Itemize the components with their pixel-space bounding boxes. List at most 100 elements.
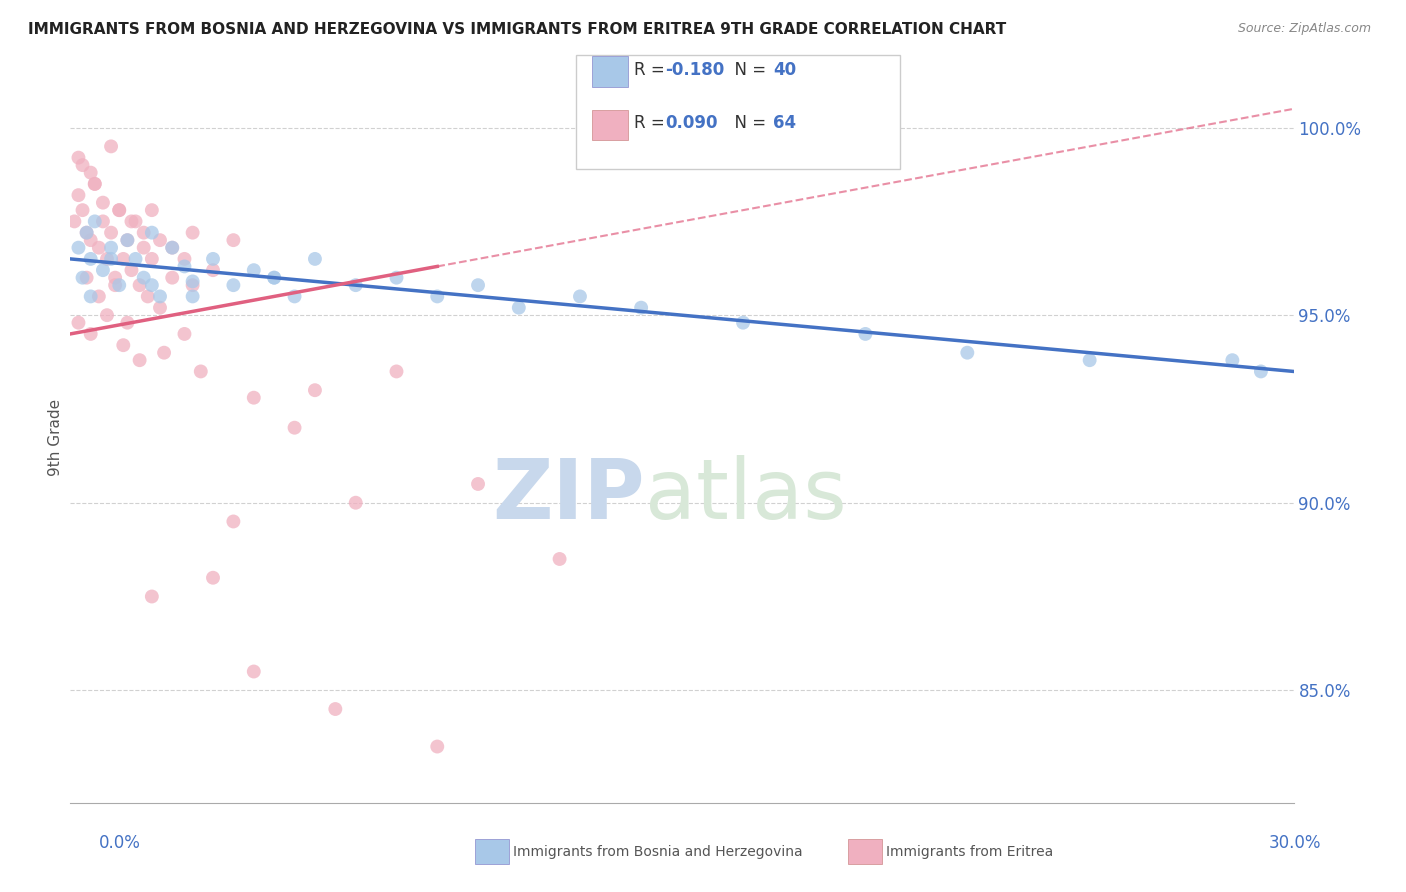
Text: 40: 40 xyxy=(773,61,796,78)
Point xyxy=(426,289,449,303)
Point xyxy=(467,477,489,491)
Point xyxy=(548,552,571,566)
Point xyxy=(96,252,118,266)
Point xyxy=(100,252,122,266)
Point xyxy=(1078,353,1101,368)
Point xyxy=(263,270,285,285)
Text: 30.0%: 30.0% xyxy=(1270,834,1322,852)
Point xyxy=(304,383,326,397)
Point xyxy=(108,203,131,218)
Point xyxy=(87,241,110,255)
Point xyxy=(112,252,135,266)
Point xyxy=(67,188,90,202)
Point xyxy=(76,226,98,240)
Point xyxy=(243,263,266,277)
Point xyxy=(173,260,195,274)
Point xyxy=(83,214,105,228)
Point xyxy=(76,226,98,240)
Text: 0.0%: 0.0% xyxy=(98,834,141,852)
Point xyxy=(304,252,326,266)
Point xyxy=(91,195,114,210)
Point xyxy=(344,496,367,510)
Point xyxy=(79,289,103,303)
Point xyxy=(121,263,143,277)
Point xyxy=(100,226,122,240)
Point xyxy=(141,252,163,266)
Text: IMMIGRANTS FROM BOSNIA AND HERZEGOVINA VS IMMIGRANTS FROM ERITREA 9TH GRADE CORR: IMMIGRANTS FROM BOSNIA AND HERZEGOVINA V… xyxy=(28,22,1007,37)
Point xyxy=(162,270,183,285)
Point xyxy=(323,702,347,716)
Point xyxy=(181,226,204,240)
Point xyxy=(104,270,127,285)
Point xyxy=(141,226,163,240)
Point xyxy=(87,289,110,303)
Point xyxy=(153,345,176,359)
Point xyxy=(344,278,367,293)
Point xyxy=(108,278,131,293)
Text: Source: ZipAtlas.com: Source: ZipAtlas.com xyxy=(1237,22,1371,36)
Point xyxy=(72,158,94,172)
Point xyxy=(141,203,163,218)
Text: N =: N = xyxy=(724,114,772,132)
Point xyxy=(263,270,285,285)
Point xyxy=(100,241,122,255)
Text: R =: R = xyxy=(634,114,671,132)
Point xyxy=(173,252,195,266)
Point xyxy=(124,252,146,266)
Point xyxy=(108,203,131,218)
Point xyxy=(136,289,159,303)
Point xyxy=(173,326,195,341)
Point xyxy=(132,270,155,285)
Point xyxy=(284,289,307,303)
Point xyxy=(467,278,489,293)
Point xyxy=(117,316,139,330)
Point xyxy=(100,139,122,153)
Point xyxy=(91,214,114,228)
Text: ZIP: ZIP xyxy=(492,455,645,536)
Point xyxy=(79,233,103,247)
Point xyxy=(149,301,172,315)
Text: N =: N = xyxy=(724,61,772,78)
Point xyxy=(124,214,146,228)
Point xyxy=(202,252,225,266)
Point xyxy=(855,326,877,341)
Point xyxy=(128,278,150,293)
Point xyxy=(91,263,114,277)
Text: -0.180: -0.180 xyxy=(665,61,724,78)
Text: 0.090: 0.090 xyxy=(665,114,717,132)
Point xyxy=(72,203,94,218)
Point xyxy=(731,316,754,330)
Point xyxy=(72,270,94,285)
Point xyxy=(202,571,225,585)
Point xyxy=(385,364,408,378)
Point xyxy=(121,214,143,228)
Point xyxy=(222,233,245,247)
Point xyxy=(181,289,204,303)
Point xyxy=(67,151,90,165)
Point xyxy=(67,316,90,330)
Point xyxy=(284,420,307,434)
Text: R =: R = xyxy=(634,61,671,78)
Point xyxy=(1250,364,1272,378)
Point xyxy=(132,226,155,240)
Point xyxy=(222,515,245,529)
Point xyxy=(79,326,103,341)
Point xyxy=(630,301,652,315)
Point xyxy=(79,252,103,266)
Point xyxy=(83,177,105,191)
Point xyxy=(76,270,98,285)
Point xyxy=(141,278,163,293)
Point xyxy=(162,241,183,255)
Point xyxy=(222,278,245,293)
Point xyxy=(508,301,530,315)
Point xyxy=(149,289,172,303)
Text: Immigrants from Eritrea: Immigrants from Eritrea xyxy=(886,845,1053,859)
Point xyxy=(117,233,139,247)
Point xyxy=(96,308,118,322)
Y-axis label: 9th Grade: 9th Grade xyxy=(48,399,63,475)
Point xyxy=(79,166,103,180)
Point xyxy=(1220,353,1243,368)
Point xyxy=(63,214,86,228)
Point xyxy=(202,263,225,277)
Text: atlas: atlas xyxy=(645,455,846,536)
